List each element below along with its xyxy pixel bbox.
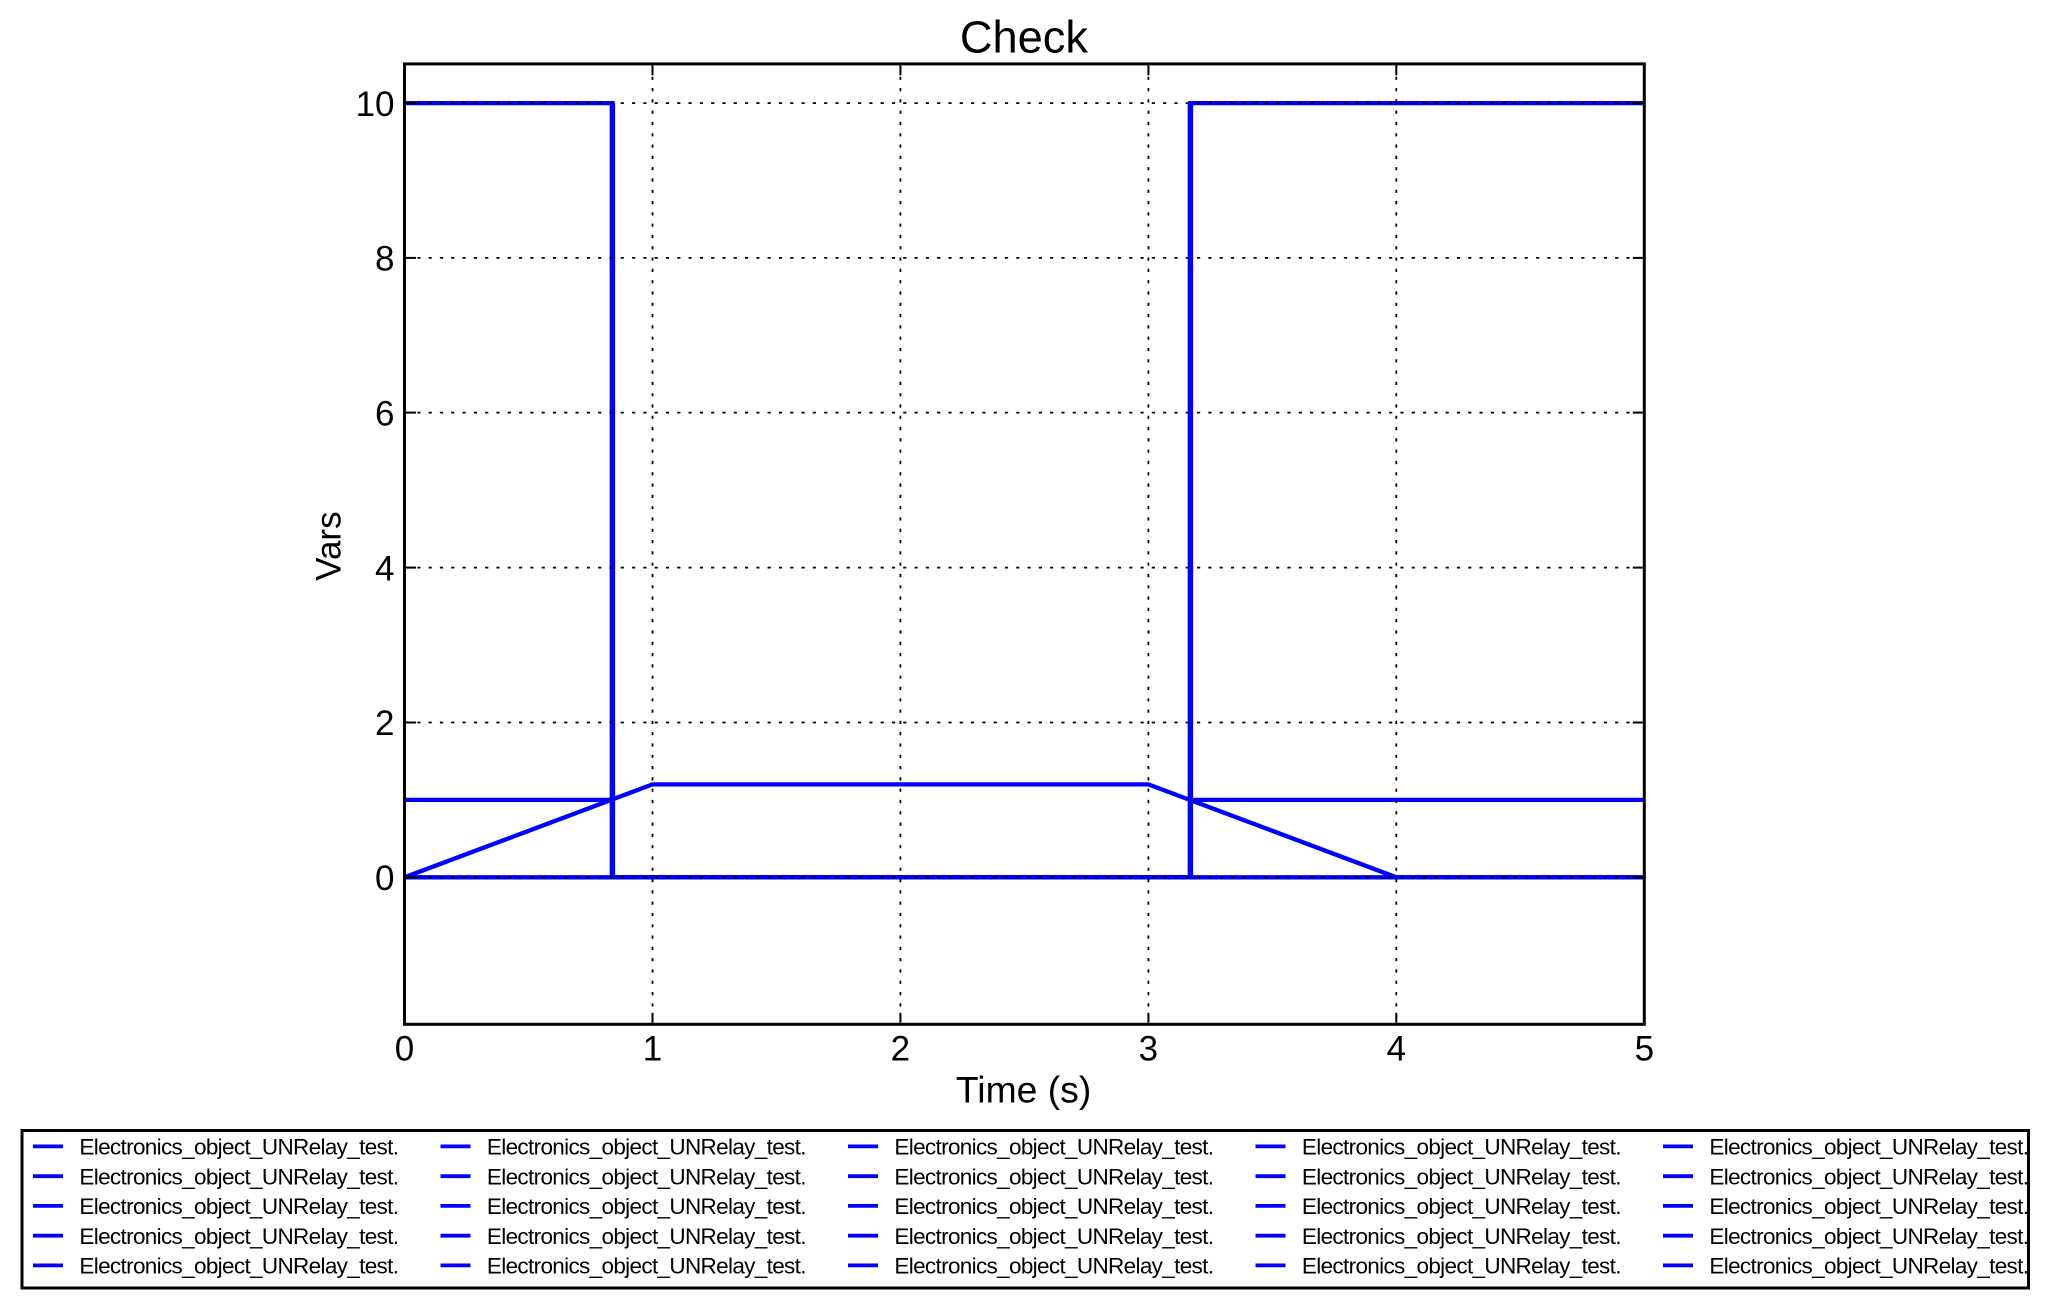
svg-text:1: 1 (643, 1030, 662, 1069)
svg-text:Vars: Vars (310, 511, 349, 580)
svg-text:0: 0 (395, 1030, 414, 1069)
svg-text:6: 6 (375, 394, 394, 433)
svg-text:Electronics_object_UNRelay_tes: Electronics_object_UNRelay_test. (1709, 1194, 2029, 1219)
svg-text:2: 2 (891, 1030, 910, 1069)
svg-text:Electronics_object_UNRelay_tes: Electronics_object_UNRelay_test. (79, 1224, 399, 1249)
svg-text:4: 4 (375, 549, 394, 588)
svg-text:Electronics_object_UNRelay_tes: Electronics_object_UNRelay_test. (487, 1224, 807, 1249)
svg-text:Electronics_object_UNRelay_tes: Electronics_object_UNRelay_test. (79, 1164, 399, 1189)
svg-text:5: 5 (1635, 1030, 1654, 1069)
svg-text:3: 3 (1139, 1030, 1158, 1069)
svg-text:Electronics_object_UNRelay_tes: Electronics_object_UNRelay_test. (894, 1135, 1214, 1160)
svg-text:Electronics_object_UNRelay_tes: Electronics_object_UNRelay_test. (1709, 1224, 2029, 1249)
svg-text:Electronics_object_UNRelay_tes: Electronics_object_UNRelay_test. (79, 1254, 399, 1279)
svg-text:Electronics_object_UNRelay_tes: Electronics_object_UNRelay_test. (894, 1164, 1214, 1189)
svg-text:4: 4 (1387, 1030, 1406, 1069)
svg-text:0: 0 (375, 859, 394, 898)
svg-text:Electronics_object_UNRelay_tes: Electronics_object_UNRelay_test. (894, 1224, 1214, 1249)
svg-text:Electronics_object_UNRelay_tes: Electronics_object_UNRelay_test. (1302, 1135, 1622, 1160)
svg-text:Electronics_object_UNRelay_tes: Electronics_object_UNRelay_test. (1302, 1164, 1622, 1189)
svg-text:2: 2 (375, 704, 394, 743)
svg-text:Electronics_object_UNRelay_tes: Electronics_object_UNRelay_test. (487, 1194, 807, 1219)
svg-text:Check: Check (960, 11, 1088, 62)
svg-text:Electronics_object_UNRelay_tes: Electronics_object_UNRelay_test. (487, 1164, 807, 1189)
svg-text:10: 10 (356, 85, 395, 124)
svg-text:Electronics_object_UNRelay_tes: Electronics_object_UNRelay_test. (894, 1254, 1214, 1279)
svg-text:Electronics_object_UNRelay_tes: Electronics_object_UNRelay_test. (1302, 1224, 1622, 1249)
svg-text:Electronics_object_UNRelay_tes: Electronics_object_UNRelay_test. (894, 1194, 1214, 1219)
svg-text:Electronics_object_UNRelay_tes: Electronics_object_UNRelay_test. (487, 1254, 807, 1279)
svg-text:Electronics_object_UNRelay_tes: Electronics_object_UNRelay_test. (79, 1135, 399, 1160)
svg-text:Electronics_object_UNRelay_tes: Electronics_object_UNRelay_test. (1709, 1164, 2029, 1189)
svg-text:Electronics_object_UNRelay_tes: Electronics_object_UNRelay_test. (1709, 1135, 2029, 1160)
svg-text:8: 8 (375, 240, 394, 279)
svg-text:Electronics_object_UNRelay_tes: Electronics_object_UNRelay_test. (1302, 1194, 1622, 1219)
svg-text:Electronics_object_UNRelay_tes: Electronics_object_UNRelay_test. (487, 1135, 807, 1160)
svg-text:Electronics_object_UNRelay_tes: Electronics_object_UNRelay_test. (1709, 1254, 2029, 1279)
svg-text:Electronics_object_UNRelay_tes: Electronics_object_UNRelay_test. (79, 1194, 399, 1219)
svg-text:Electronics_object_UNRelay_tes: Electronics_object_UNRelay_test. (1302, 1254, 1622, 1279)
svg-text:Time (s): Time (s) (956, 1068, 1091, 1110)
